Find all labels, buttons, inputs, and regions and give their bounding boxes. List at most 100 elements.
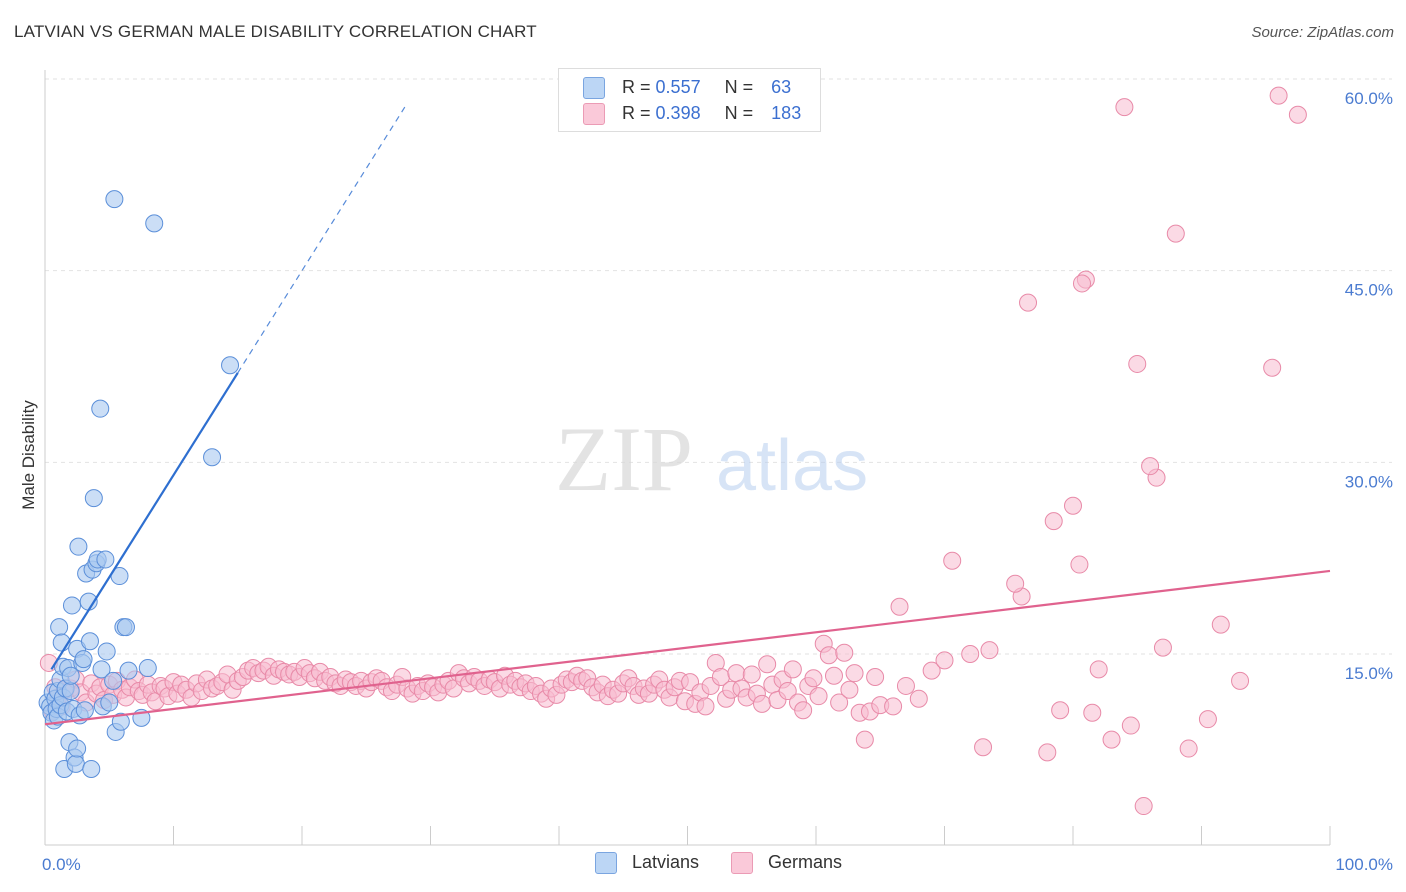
point-latvians — [203, 448, 222, 467]
point-germans — [1231, 671, 1250, 690]
point-germans — [819, 646, 838, 665]
point-germans — [830, 693, 849, 712]
series-germans — [39, 86, 1307, 816]
point-germans — [1179, 739, 1198, 758]
bottom-label-latvians: Latvians — [632, 852, 700, 872]
bottom-legend-germans: Germans — [731, 852, 842, 876]
y-tick-label: 45.0% — [1345, 281, 1393, 300]
point-latvians — [92, 660, 111, 679]
point-latvians — [91, 399, 110, 418]
point-latvians — [69, 537, 88, 556]
y-tick-label: 60.0% — [1345, 89, 1393, 108]
point-germans — [1134, 797, 1153, 816]
y-axis-label: Male Disability — [19, 400, 38, 510]
point-latvians — [116, 618, 135, 637]
point-latvians — [119, 661, 138, 680]
point-latvians — [80, 632, 99, 651]
tick-labels: 15.0% 30.0% 45.0% 60.0% 0.0% 100.0% — [42, 89, 1393, 874]
point-germans — [1019, 293, 1038, 312]
legend-r-label: R = — [622, 77, 651, 97]
bottom-swatch-germans — [731, 852, 753, 875]
point-latvians — [62, 596, 81, 615]
legend-n-value: 183 — [771, 103, 802, 123]
point-germans — [974, 738, 993, 757]
y-tick-label: 15.0% — [1345, 664, 1393, 683]
point-latvians — [61, 666, 80, 685]
trend-line-latvians — [50, 372, 239, 670]
point-germans — [922, 661, 941, 680]
bottom-swatch-latvians — [595, 852, 617, 875]
gridlines — [45, 78, 1392, 655]
point-germans — [1128, 354, 1147, 373]
source-label: Source: ZipAtlas.com — [1251, 24, 1394, 41]
point-latvians — [138, 659, 157, 678]
x-tick-label: 0.0% — [42, 855, 81, 874]
point-germans — [804, 669, 823, 688]
point-germans — [1072, 274, 1091, 293]
trend-lines — [44, 106, 1331, 726]
point-germans — [884, 697, 903, 716]
point-latvians — [111, 712, 130, 731]
point-germans — [840, 680, 859, 699]
point-germans — [696, 697, 715, 716]
point-germans — [783, 660, 802, 679]
point-germans — [845, 664, 864, 683]
point-germans — [742, 665, 761, 684]
legend: R = 0.557 N = 63 R = 0.398 N = 183 — [558, 68, 821, 132]
point-germans — [1083, 703, 1102, 722]
point-latvians — [97, 642, 116, 661]
point-germans — [1006, 574, 1025, 593]
bottom-legend-latvians: Latvians — [595, 852, 699, 876]
point-germans — [896, 676, 915, 695]
bottom-label-germans: Germans — [768, 852, 843, 872]
point-latvians — [96, 550, 115, 569]
x-tick-label: 100.0% — [1335, 855, 1393, 874]
point-germans — [824, 666, 843, 685]
point-germans — [980, 641, 999, 660]
legend-n-label: N = — [724, 103, 754, 123]
legend-r-value: 0.398 — [655, 103, 701, 123]
watermark: ZIP atlas — [555, 408, 868, 510]
y-tick-label: 30.0% — [1345, 472, 1393, 491]
legend-row-germans: R = 0.398 N = 183 — [583, 103, 802, 126]
point-germans — [1044, 512, 1063, 531]
series-latvians — [38, 190, 240, 778]
point-latvians — [82, 760, 101, 778]
point-germans — [1051, 701, 1070, 720]
point-germans — [855, 730, 874, 749]
point-latvians — [105, 190, 124, 209]
point-latvians — [100, 693, 119, 712]
point-germans — [809, 687, 828, 706]
point-germans — [1115, 98, 1134, 117]
point-germans — [1288, 105, 1307, 124]
point-germans — [1263, 358, 1282, 377]
point-germans — [866, 668, 885, 686]
legend-n-label: N = — [724, 77, 754, 97]
point-germans — [778, 682, 797, 701]
point-germans — [1102, 730, 1121, 749]
point-latvians — [66, 754, 85, 773]
point-germans — [961, 645, 980, 663]
point-germans — [1198, 710, 1217, 729]
point-germans — [835, 643, 854, 662]
point-latvians — [61, 682, 80, 701]
point-germans — [1166, 224, 1185, 243]
point-latvians — [145, 214, 164, 233]
legend-n-value: 63 — [771, 77, 792, 97]
point-germans — [1269, 86, 1288, 105]
point-germans — [1038, 743, 1057, 762]
point-germans — [727, 664, 746, 683]
point-germans — [935, 651, 954, 670]
point-germans — [909, 689, 928, 708]
point-latvians — [68, 739, 87, 758]
trend-line-germans — [44, 569, 1331, 726]
watermark-atlas: atlas — [716, 426, 868, 506]
point-germans — [1141, 457, 1160, 476]
point-germans — [758, 655, 777, 674]
watermark-zip: ZIP — [555, 408, 693, 510]
legend-r-value: 0.557 — [655, 77, 701, 97]
legend-row-latvians: R = 0.557 N = 63 — [583, 77, 792, 100]
point-latvians — [75, 701, 94, 720]
legend-swatch-latvians — [583, 77, 605, 100]
